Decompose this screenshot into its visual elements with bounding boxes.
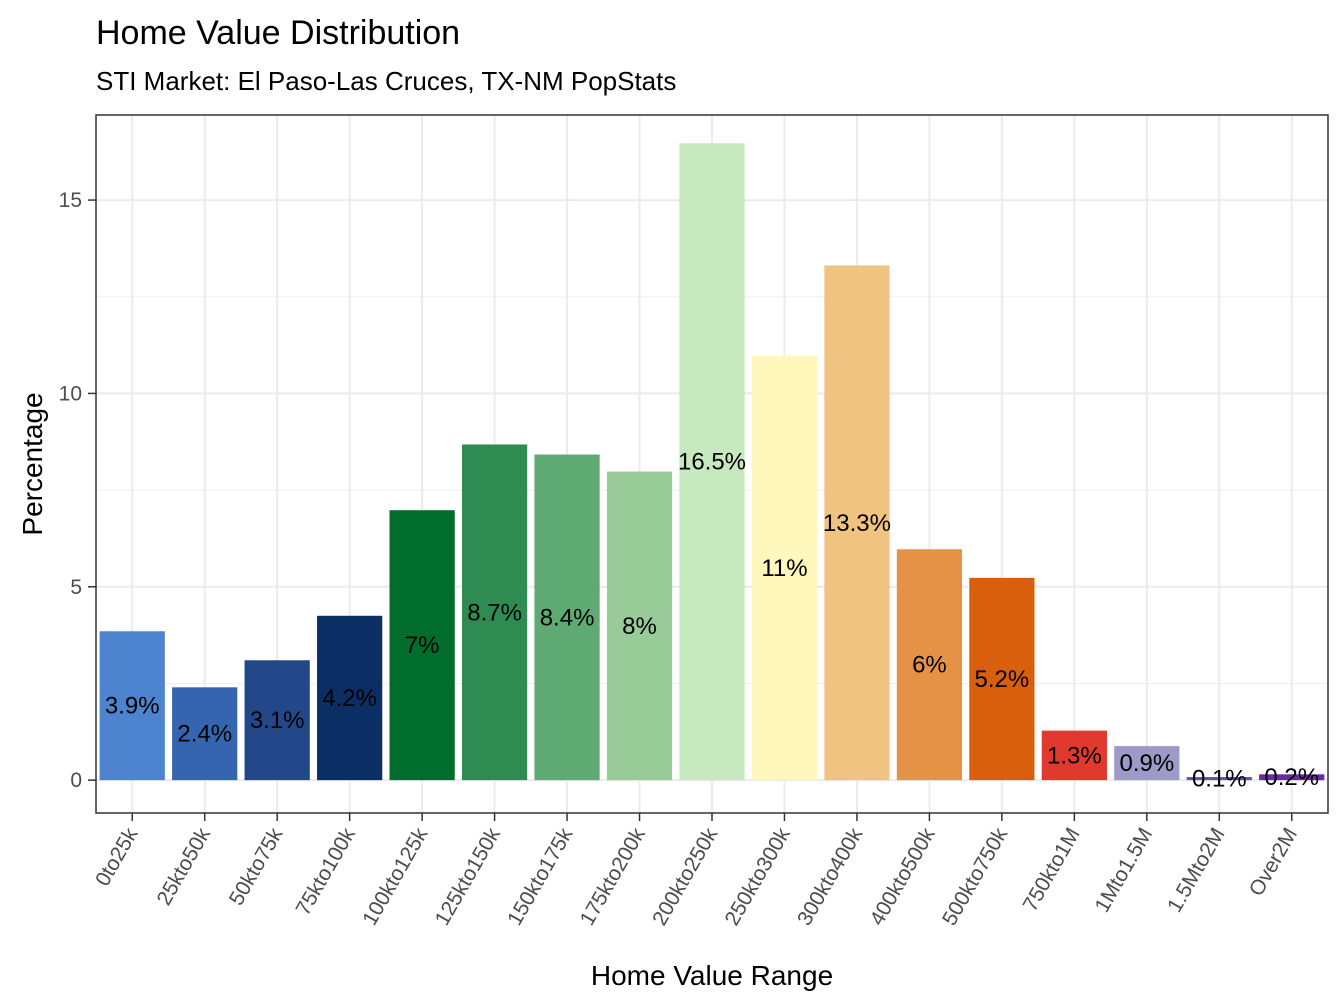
data-label-Over2M: 0.2% (1264, 764, 1319, 791)
bar-50kto75k (244, 660, 310, 781)
data-label-100kto125k: 7% (405, 632, 440, 659)
x-tick-label-175kto200k: 175kto200k (576, 824, 650, 930)
data-label-150kto175k: 8.4% (540, 604, 595, 631)
y-tick-label: 5 (70, 576, 82, 599)
data-label-250kto300k: 11% (761, 555, 807, 582)
x-tick-label-125kto150k: 125kto150k (431, 824, 505, 930)
bar-25kto50k (172, 687, 238, 781)
x-tick-label-Over2M: Over2M (1245, 824, 1302, 900)
x-tick-label-300kto400k: 300kto400k (793, 824, 867, 930)
bar-750kto1M (1041, 730, 1107, 781)
x-tick-label-50kto75k: 50kto75k (225, 824, 288, 910)
data-label-400kto500k: 6% (912, 652, 947, 679)
x-tick-label-25kto50k: 25kto50k (153, 824, 216, 910)
x-tick-label-500kto750k: 500kto750k (938, 824, 1012, 930)
x-tick-label-150kto175k: 150kto175k (503, 824, 577, 930)
bar-75kto100k (317, 615, 383, 781)
x-axis-title: Home Value Range (591, 960, 833, 991)
chart-subtitle: STI Market: El Paso-Las Cruces, TX-NM Po… (96, 66, 676, 96)
y-axis: 0 5 10 15 (59, 189, 96, 792)
data-label-75kto100k: 4.2% (322, 685, 377, 712)
data-label-1.5Mto2M: 0.1% (1192, 766, 1247, 793)
data-labels: 3.9% 2.4% 3.1% 4.2% 7% 8.7% 8.4% 8% 16.5% 11% 13.3… (105, 449, 1319, 793)
bar-250kto300k (751, 355, 818, 781)
x-axis: 0to25k 25kto50k 50kto75k 75kto100k100kto125… (91, 813, 1302, 930)
data-label-125kto150k: 8.7% (467, 599, 522, 626)
bar-175kto200k (606, 471, 673, 781)
y-axis-title: Percentage (17, 392, 48, 535)
data-label-1Mto1.5M: 0.9% (1119, 750, 1174, 777)
data-label-50kto75k: 3.1% (250, 707, 305, 734)
bar-300kto400k (824, 265, 890, 781)
bar-1.5Mto2M (1186, 777, 1252, 781)
bar-0to25k (99, 631, 165, 781)
x-tick-label-200kto250k: 200kto250k (648, 824, 722, 930)
data-label-300kto400k: 13.3% (823, 510, 891, 537)
plot-area: 3.9% 2.4% 3.1% 4.2% 7% 8.7% 8.4% 8% 16.5% 11% 13.3… (95, 114, 1329, 814)
x-tick-label-1Mto1.5M: 1Mto1.5M (1091, 824, 1158, 916)
x-tick-label-75kto100k: 75kto100k (292, 824, 361, 920)
bar-150kto175k (534, 454, 600, 781)
data-label-25kto50k: 2.4% (177, 721, 232, 748)
x-tick-label-100kto125k: 100kto125k (358, 824, 432, 930)
x-tick-label-1.5Mto2M: 1.5Mto2M (1163, 824, 1230, 916)
x-tick-label-750kto1M: 750kto1M (1019, 824, 1085, 915)
y-tick-label: 0 (70, 769, 82, 792)
x-tick-label-250kto300k: 250kto300k (721, 824, 795, 930)
x-tick-label-400kto500k: 400kto500k (866, 824, 940, 930)
bar-500kto750k (969, 577, 1035, 781)
bar-100kto125k (389, 510, 455, 781)
y-tick-label: 10 (59, 382, 82, 405)
y-tick-label: 15 (59, 189, 82, 212)
bar-1Mto1.5M (1114, 746, 1180, 781)
data-label-500kto750k: 5.2% (975, 666, 1030, 693)
x-tick-label-0to25k: 0to25k (91, 824, 143, 891)
data-label-200kto250k: 16.5% (678, 449, 746, 476)
bars (99, 143, 1325, 781)
data-label-0to25k: 3.9% (105, 693, 160, 720)
bar-400kto500k (896, 549, 963, 781)
bar-125kto150k (461, 444, 528, 781)
data-label-175kto200k: 8% (622, 613, 657, 640)
data-label-750kto1M: 1.3% (1047, 742, 1102, 769)
bar-200kto250k (679, 143, 745, 781)
bar-Over2M (1259, 774, 1325, 781)
chart-title: Home Value Distribution (96, 14, 460, 52)
